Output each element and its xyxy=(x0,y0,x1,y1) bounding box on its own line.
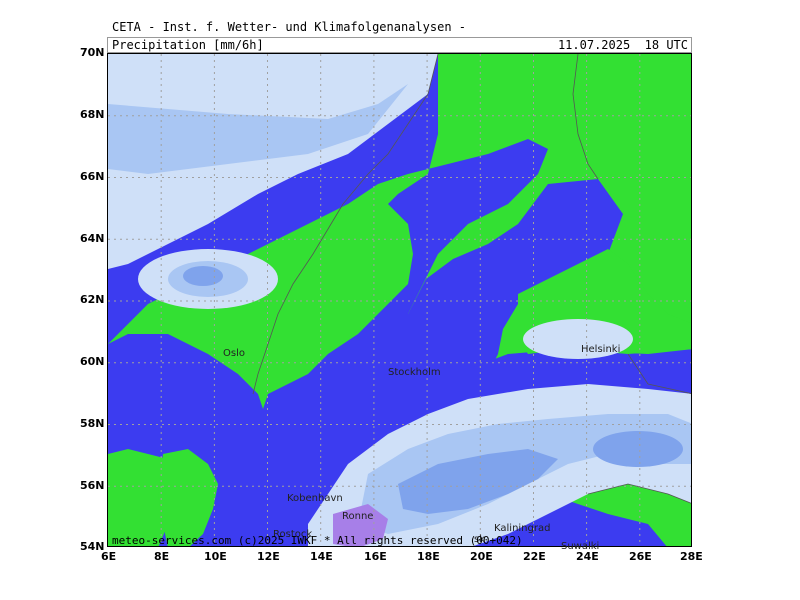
precip-west-norway-heavy xyxy=(183,266,223,286)
lat-tick-64: 64N xyxy=(80,232,105,245)
lon-tick-16: 16E xyxy=(364,550,387,563)
lat-tick-66: 66N xyxy=(80,170,105,183)
lon-tick-20: 20E xyxy=(470,550,493,563)
source-title: CETA - Inst. f. Wetter- und Klimafolgena… xyxy=(112,20,467,34)
sea-baltic xyxy=(169,349,691,546)
precip-norwegian-sea xyxy=(108,54,438,269)
precip-helsinki xyxy=(523,319,633,359)
map-panel xyxy=(107,53,692,547)
city-ronne: Ronne xyxy=(342,511,374,522)
lat-lon-grid xyxy=(108,54,691,546)
precip-norwegian-sea-mod xyxy=(108,84,408,174)
lon-tick-18: 18E xyxy=(417,550,440,563)
sea-gulf-of-bothnia xyxy=(408,179,623,394)
city-oslo: Oslo xyxy=(223,348,245,359)
precip-gulf-of-riga xyxy=(593,431,683,467)
valid-time: 11.07.2025 18 UTC xyxy=(557,38,688,52)
copyright-notice: meteo-services.com (c)2025 IWKF * All ri… xyxy=(112,534,523,547)
lon-tick-10: 10E xyxy=(204,550,227,563)
lon-tick-8: 8E xyxy=(154,550,170,563)
city-kobenhavn: Kobenhavn xyxy=(287,493,343,504)
lat-tick-54: 54N xyxy=(80,540,105,553)
land-jutland xyxy=(158,449,218,546)
city-helsinki: Helsinki xyxy=(581,344,621,355)
lat-tick-70: 70N xyxy=(80,46,105,59)
lon-tick-6: 6E xyxy=(101,550,117,563)
sea-skagerrak xyxy=(108,334,268,546)
city-kaliningrad: Kaliningrad xyxy=(494,523,551,534)
title-bar xyxy=(107,37,692,53)
city-stockholm: Stockholm xyxy=(388,367,441,378)
precip-south-baltic-heavy xyxy=(398,449,558,514)
lat-tick-58: 58N xyxy=(80,417,105,430)
lon-tick-14: 14E xyxy=(310,550,333,563)
lat-tick-56: 56N xyxy=(80,479,105,492)
lon-tick-22: 22E xyxy=(523,550,546,563)
lon-tick-24: 24E xyxy=(576,550,599,563)
lon-tick-12: 12E xyxy=(257,550,280,563)
city-gdansk: sk xyxy=(474,534,486,545)
lat-tick-68: 68N xyxy=(80,108,105,121)
product-title: Precipitation [mm/6h] xyxy=(112,38,264,52)
lon-tick-26: 26E xyxy=(629,550,652,563)
lon-tick-28: 28E xyxy=(680,550,703,563)
city-rostock: Rostock xyxy=(273,529,313,540)
city-suwalki: Suwalki xyxy=(561,541,600,552)
precipitation-map xyxy=(108,54,691,546)
lat-tick-60: 60N xyxy=(80,355,105,368)
lat-tick-62: 62N xyxy=(80,293,105,306)
country-borders xyxy=(252,54,691,504)
